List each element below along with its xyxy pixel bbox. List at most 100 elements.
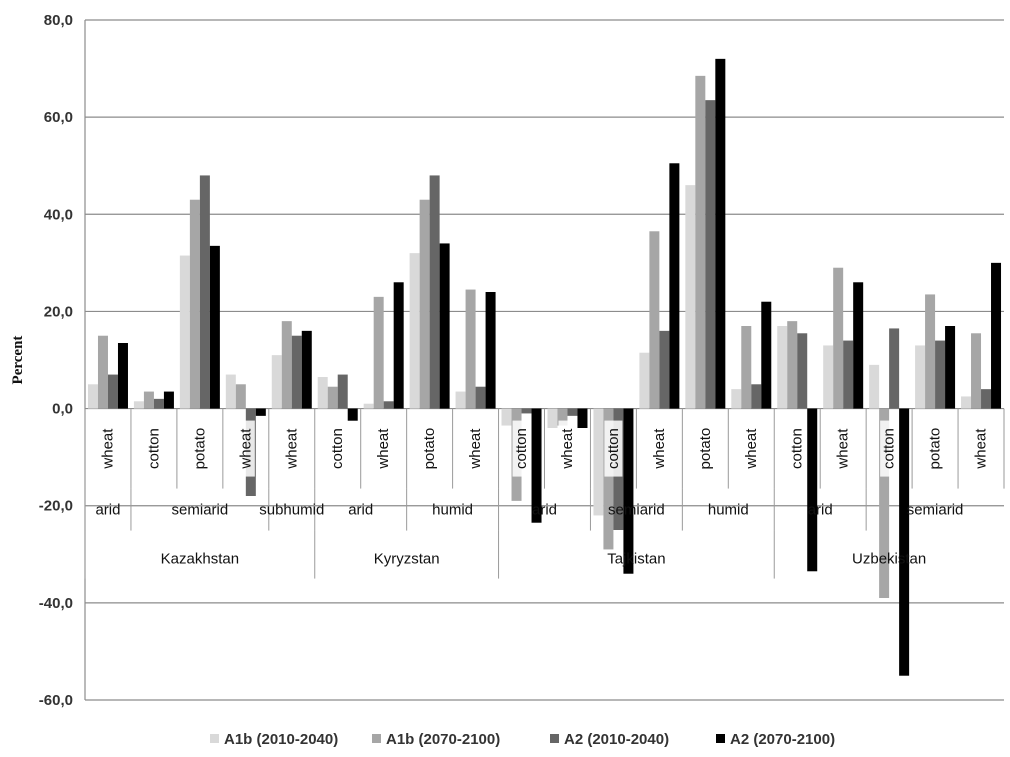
bar: [209, 245, 220, 409]
crop-label: wheat: [375, 428, 392, 470]
bar: [659, 330, 670, 409]
bar: [603, 408, 614, 550]
bar: [567, 408, 578, 416]
bar: [337, 374, 348, 409]
bar: [971, 333, 982, 409]
bar: [409, 253, 420, 409]
crop-label-bg: [696, 420, 715, 477]
legend-swatch: [550, 734, 559, 743]
bar: [163, 391, 174, 409]
bar: [623, 408, 634, 574]
bar: [455, 391, 466, 409]
crop-label-bg: [788, 420, 807, 477]
crop-label-bg: [328, 420, 347, 477]
bar: [853, 282, 864, 409]
bar: [577, 408, 588, 428]
bar: [347, 408, 358, 421]
bar: [393, 282, 404, 409]
bar: [363, 403, 374, 409]
crop-label: wheat: [99, 428, 116, 470]
crop-label-bg: [144, 420, 163, 477]
crop-label: cotton: [329, 428, 346, 469]
crop-label-bg: [742, 420, 761, 477]
bar: [179, 255, 190, 409]
bar: [889, 328, 900, 409]
y-tick-label: -20,0: [39, 498, 73, 515]
y-tick-label: 40,0: [44, 206, 73, 223]
bar: [117, 343, 128, 409]
crop-label: wheat: [651, 428, 668, 470]
crop-label-bg: [926, 420, 945, 477]
crop-label-bg: [282, 420, 301, 477]
legend-label: A2 (2070-2100): [730, 731, 835, 748]
bar: [97, 335, 108, 409]
bar: [715, 58, 726, 409]
legend-label: A1b (2010-2040): [224, 731, 338, 748]
bar: [731, 389, 742, 409]
y-tick-label: 80,0: [44, 12, 73, 29]
legend-label: A1b (2070-2100): [386, 731, 500, 748]
bar: [787, 321, 798, 409]
bar: [935, 340, 946, 409]
legend-swatch: [210, 734, 219, 743]
crop-label-bg: [650, 420, 669, 477]
bar: [751, 384, 762, 409]
bar: [485, 292, 496, 409]
bar: [107, 374, 118, 409]
crop-label: wheat: [237, 428, 254, 470]
legend-swatch: [372, 734, 381, 743]
crop-label: wheat: [743, 428, 760, 470]
bar: [761, 301, 772, 409]
crop-label: cotton: [605, 428, 622, 469]
bar: [869, 364, 880, 409]
bar: [557, 408, 568, 426]
crop-label-bg: [98, 420, 117, 477]
crop-label-bg: [604, 420, 623, 477]
crop-label: cotton: [881, 428, 898, 469]
crop-label-bg: [834, 420, 853, 477]
crop-label-bg: [420, 420, 439, 477]
crop-label-bg: [880, 420, 899, 477]
bar: [133, 401, 144, 409]
crop-label: cotton: [145, 428, 162, 469]
bar: [531, 408, 542, 523]
legend: A1b (2010-2040) A1b (2070-2100) A2 (2010-2…: [210, 731, 835, 748]
crop-label: wheat: [835, 428, 852, 470]
crop-label: potato: [421, 428, 438, 470]
bar: [823, 345, 834, 409]
bar: [255, 408, 266, 416]
bar: [199, 175, 210, 409]
bar: [439, 243, 450, 409]
bar: [301, 330, 312, 409]
bar: [383, 401, 394, 409]
bar: [225, 374, 236, 409]
crop-label: potato: [927, 428, 944, 470]
crop-label: wheat: [559, 428, 576, 470]
bar: [777, 326, 788, 409]
country-label: Kazakhstan: [161, 551, 239, 568]
bar: [833, 267, 844, 409]
climate-label: arid: [348, 502, 373, 519]
climate-label: arid: [95, 502, 120, 519]
bar: [373, 296, 384, 409]
y-tick-label: -60,0: [39, 692, 73, 709]
legend-label: A2 (2010-2040): [564, 731, 669, 748]
bar: [419, 199, 430, 409]
bar: [639, 352, 650, 409]
bar: [649, 231, 660, 409]
crop-label-bg: [558, 420, 577, 477]
y-tick-label: 60,0: [44, 109, 73, 126]
bar: [843, 340, 854, 409]
climate-label: semiarid: [907, 502, 964, 519]
bar: [327, 386, 338, 409]
crop-label: potato: [191, 428, 208, 470]
bars: [87, 58, 1002, 676]
crop-label-bg: [972, 420, 991, 477]
climate-label: humid: [432, 502, 473, 519]
bar: [925, 294, 936, 409]
bar: [475, 386, 486, 409]
crop-label-bg: [236, 420, 255, 477]
country-label: Kyryzstan: [374, 551, 440, 568]
